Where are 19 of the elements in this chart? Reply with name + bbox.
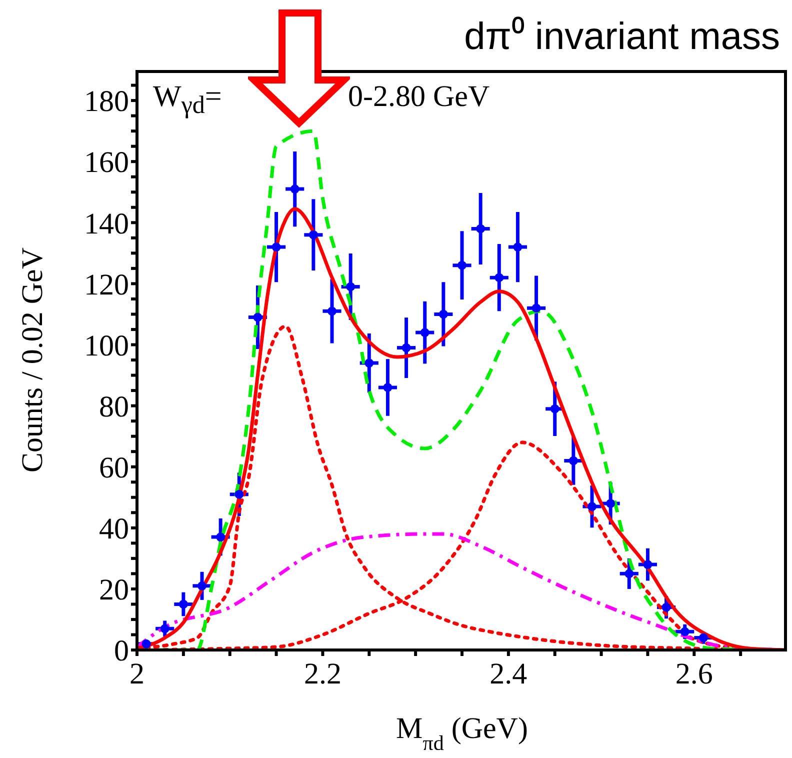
annotation: 0-2.80 GeV [348,80,490,114]
y-tick-label: 20 [99,574,129,607]
y-tick-label: 80 [99,390,129,424]
y-tick-label: 120 [84,268,129,302]
x-tick-label: 2.6 [675,657,713,690]
x-axis-title: M$_{πd}$ (GeV) [396,712,528,755]
chart-title: dπ⁰ invariant mass [464,15,780,60]
y-tick-label: 0 [114,634,129,668]
y-tick-label: 60 [99,451,129,484]
x-tick-label: 2.2 [304,657,342,690]
y-tick-label: 40 [99,512,129,546]
annotation: W$_{γd}$= [153,80,222,120]
y-axis-title: Counts / 0.02 GeV [16,247,49,472]
y-tick-label: 140 [84,207,129,240]
y-tick-label: 100 [84,329,129,362]
x-tick-label: 2.4 [490,657,528,690]
y-tick-label: 180 [84,85,129,118]
y-tick-label: 160 [84,146,129,180]
x-tick-label: 2 [130,657,144,690]
